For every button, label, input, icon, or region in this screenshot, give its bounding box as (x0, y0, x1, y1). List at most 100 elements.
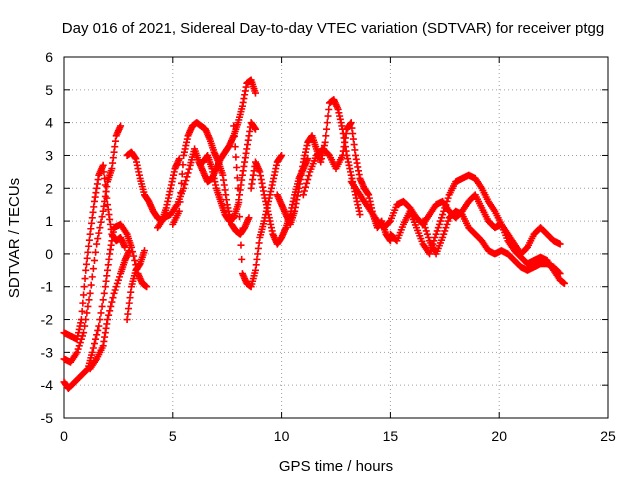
series-track-15 (386, 171, 568, 287)
data-point (143, 283, 151, 291)
data-point (76, 339, 84, 347)
data-point (232, 153, 240, 161)
data-point (114, 276, 122, 284)
data-point (97, 218, 105, 226)
data-point (77, 335, 85, 343)
data-point (95, 229, 103, 237)
data-point (81, 275, 89, 283)
data-point (385, 218, 393, 226)
data-point (356, 211, 364, 219)
x-tick-label: 0 (60, 428, 68, 444)
data-point (85, 242, 93, 250)
data-point (86, 289, 94, 297)
data-point (426, 250, 434, 258)
data-point (92, 335, 100, 343)
series-track-16 (419, 207, 564, 278)
data-point (89, 344, 97, 352)
data-point (121, 243, 129, 251)
data-point (92, 248, 100, 256)
data-point (181, 180, 189, 188)
y-tick-label: -5 (41, 410, 54, 426)
data-point (111, 286, 119, 294)
data-point (303, 179, 311, 187)
data-point (179, 161, 187, 169)
data-point (444, 194, 452, 202)
data-point (302, 183, 310, 191)
data-point (78, 332, 86, 340)
data-point (556, 240, 564, 248)
data-point (84, 248, 92, 256)
data-point (83, 309, 91, 317)
data-point (93, 240, 101, 248)
data-point (80, 283, 88, 291)
data-point (183, 173, 191, 181)
data-point (80, 291, 88, 299)
data-point (99, 296, 107, 304)
series-track-10 (230, 122, 286, 291)
data-point (321, 138, 329, 146)
data-point (130, 252, 138, 260)
data-point (184, 169, 192, 177)
data-point (278, 151, 286, 159)
y-tick-label: 4 (45, 115, 53, 131)
data-point (105, 311, 113, 319)
data-point (79, 299, 87, 307)
data-point (78, 307, 86, 315)
data-point (233, 163, 241, 171)
data-point (85, 296, 93, 304)
data-point (93, 331, 101, 339)
data-point (180, 184, 188, 192)
data-point (424, 234, 432, 241)
data-point (324, 112, 332, 120)
data-point (305, 172, 313, 180)
data-point (304, 176, 312, 184)
data-point (560, 279, 568, 287)
data-point (115, 273, 123, 281)
data-point (230, 132, 238, 140)
data-point (323, 125, 331, 133)
x-tick-label: 10 (274, 428, 290, 444)
data-point (422, 227, 430, 235)
x-tick-label: 25 (600, 428, 616, 444)
data-point (98, 302, 106, 310)
data-point (238, 255, 246, 263)
data-point (175, 207, 183, 215)
data-point (443, 197, 451, 205)
plot-frame (63, 56, 609, 419)
y-tick-label: -3 (41, 344, 54, 360)
data-point (325, 106, 333, 114)
data-point (96, 316, 104, 324)
y-tick-label: 0 (45, 246, 53, 262)
data-point (83, 254, 91, 262)
x-tick-labels: 0 5 10 15 20 25 (60, 428, 616, 444)
data-point (423, 230, 431, 238)
data-point (74, 345, 82, 353)
data-point (440, 230, 448, 238)
data-point (251, 89, 259, 97)
data-point (80, 329, 88, 337)
data-point (237, 241, 245, 249)
data-point (83, 366, 91, 374)
data-point (90, 256, 98, 264)
y-tick-label: -4 (41, 377, 54, 393)
data-point (555, 269, 563, 277)
data-point (106, 307, 114, 315)
data-point (245, 214, 253, 222)
data-point (94, 235, 102, 243)
data-point (438, 214, 446, 222)
data-point (176, 198, 184, 206)
data-point (236, 213, 244, 221)
series-track-7 (154, 76, 259, 232)
y-tick-label: 1 (45, 213, 53, 229)
data-point (178, 170, 186, 178)
data-point (175, 155, 183, 163)
data-point (81, 322, 89, 330)
data-point (98, 213, 106, 221)
data-point (100, 289, 108, 297)
series-track-3 (60, 220, 151, 392)
data-point (434, 224, 442, 232)
data-point (117, 122, 125, 130)
series-track-6 (123, 247, 149, 324)
series-track-4 (86, 247, 133, 373)
